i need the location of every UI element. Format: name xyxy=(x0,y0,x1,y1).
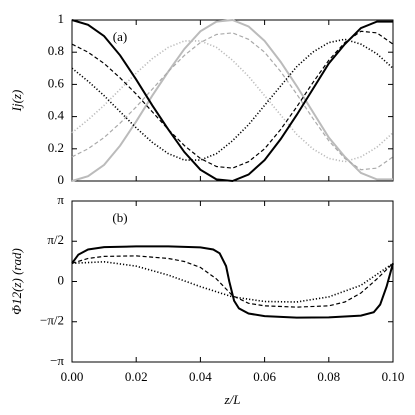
x-tick-label: 0.04 xyxy=(189,369,212,384)
x-tick-label: 0.02 xyxy=(125,369,148,384)
y-tick-label: π xyxy=(57,192,64,207)
data-line xyxy=(71,255,394,308)
x-tick-label: 0.10 xyxy=(382,369,405,384)
y-axis-label: Ij(z) xyxy=(9,90,24,113)
y-tick-label: 0.6 xyxy=(48,75,65,90)
data-line xyxy=(71,18,393,182)
plot-frame xyxy=(71,200,394,363)
y-tick-label: 0 xyxy=(58,272,65,287)
y-tick-label: 0.4 xyxy=(48,108,65,123)
x-tick-label: 0.06 xyxy=(253,369,276,384)
data-line xyxy=(71,30,394,169)
y-tick-label: π/2 xyxy=(47,232,64,247)
y-tick-label: 0.2 xyxy=(48,140,64,155)
x-tick-label: 0.00 xyxy=(61,369,84,384)
panel-label: (a) xyxy=(113,29,127,44)
x-axis-label: z/L xyxy=(224,392,241,407)
data-line xyxy=(71,40,394,163)
y-tick-label: 0 xyxy=(58,172,65,187)
y-tick-label: −π/2 xyxy=(40,313,64,328)
y-tick-label: −π xyxy=(50,353,64,368)
y-tick-label: 0.8 xyxy=(48,43,64,58)
data-line xyxy=(71,245,394,319)
data-line xyxy=(71,19,393,183)
y-axis-label: Φ12(z) (rad) xyxy=(9,248,24,315)
panel-label: (b) xyxy=(112,210,127,225)
y-tick-label: 1 xyxy=(58,11,65,26)
data-line xyxy=(71,32,394,171)
x-tick-label: 0.08 xyxy=(317,369,340,384)
data-line xyxy=(71,38,394,161)
